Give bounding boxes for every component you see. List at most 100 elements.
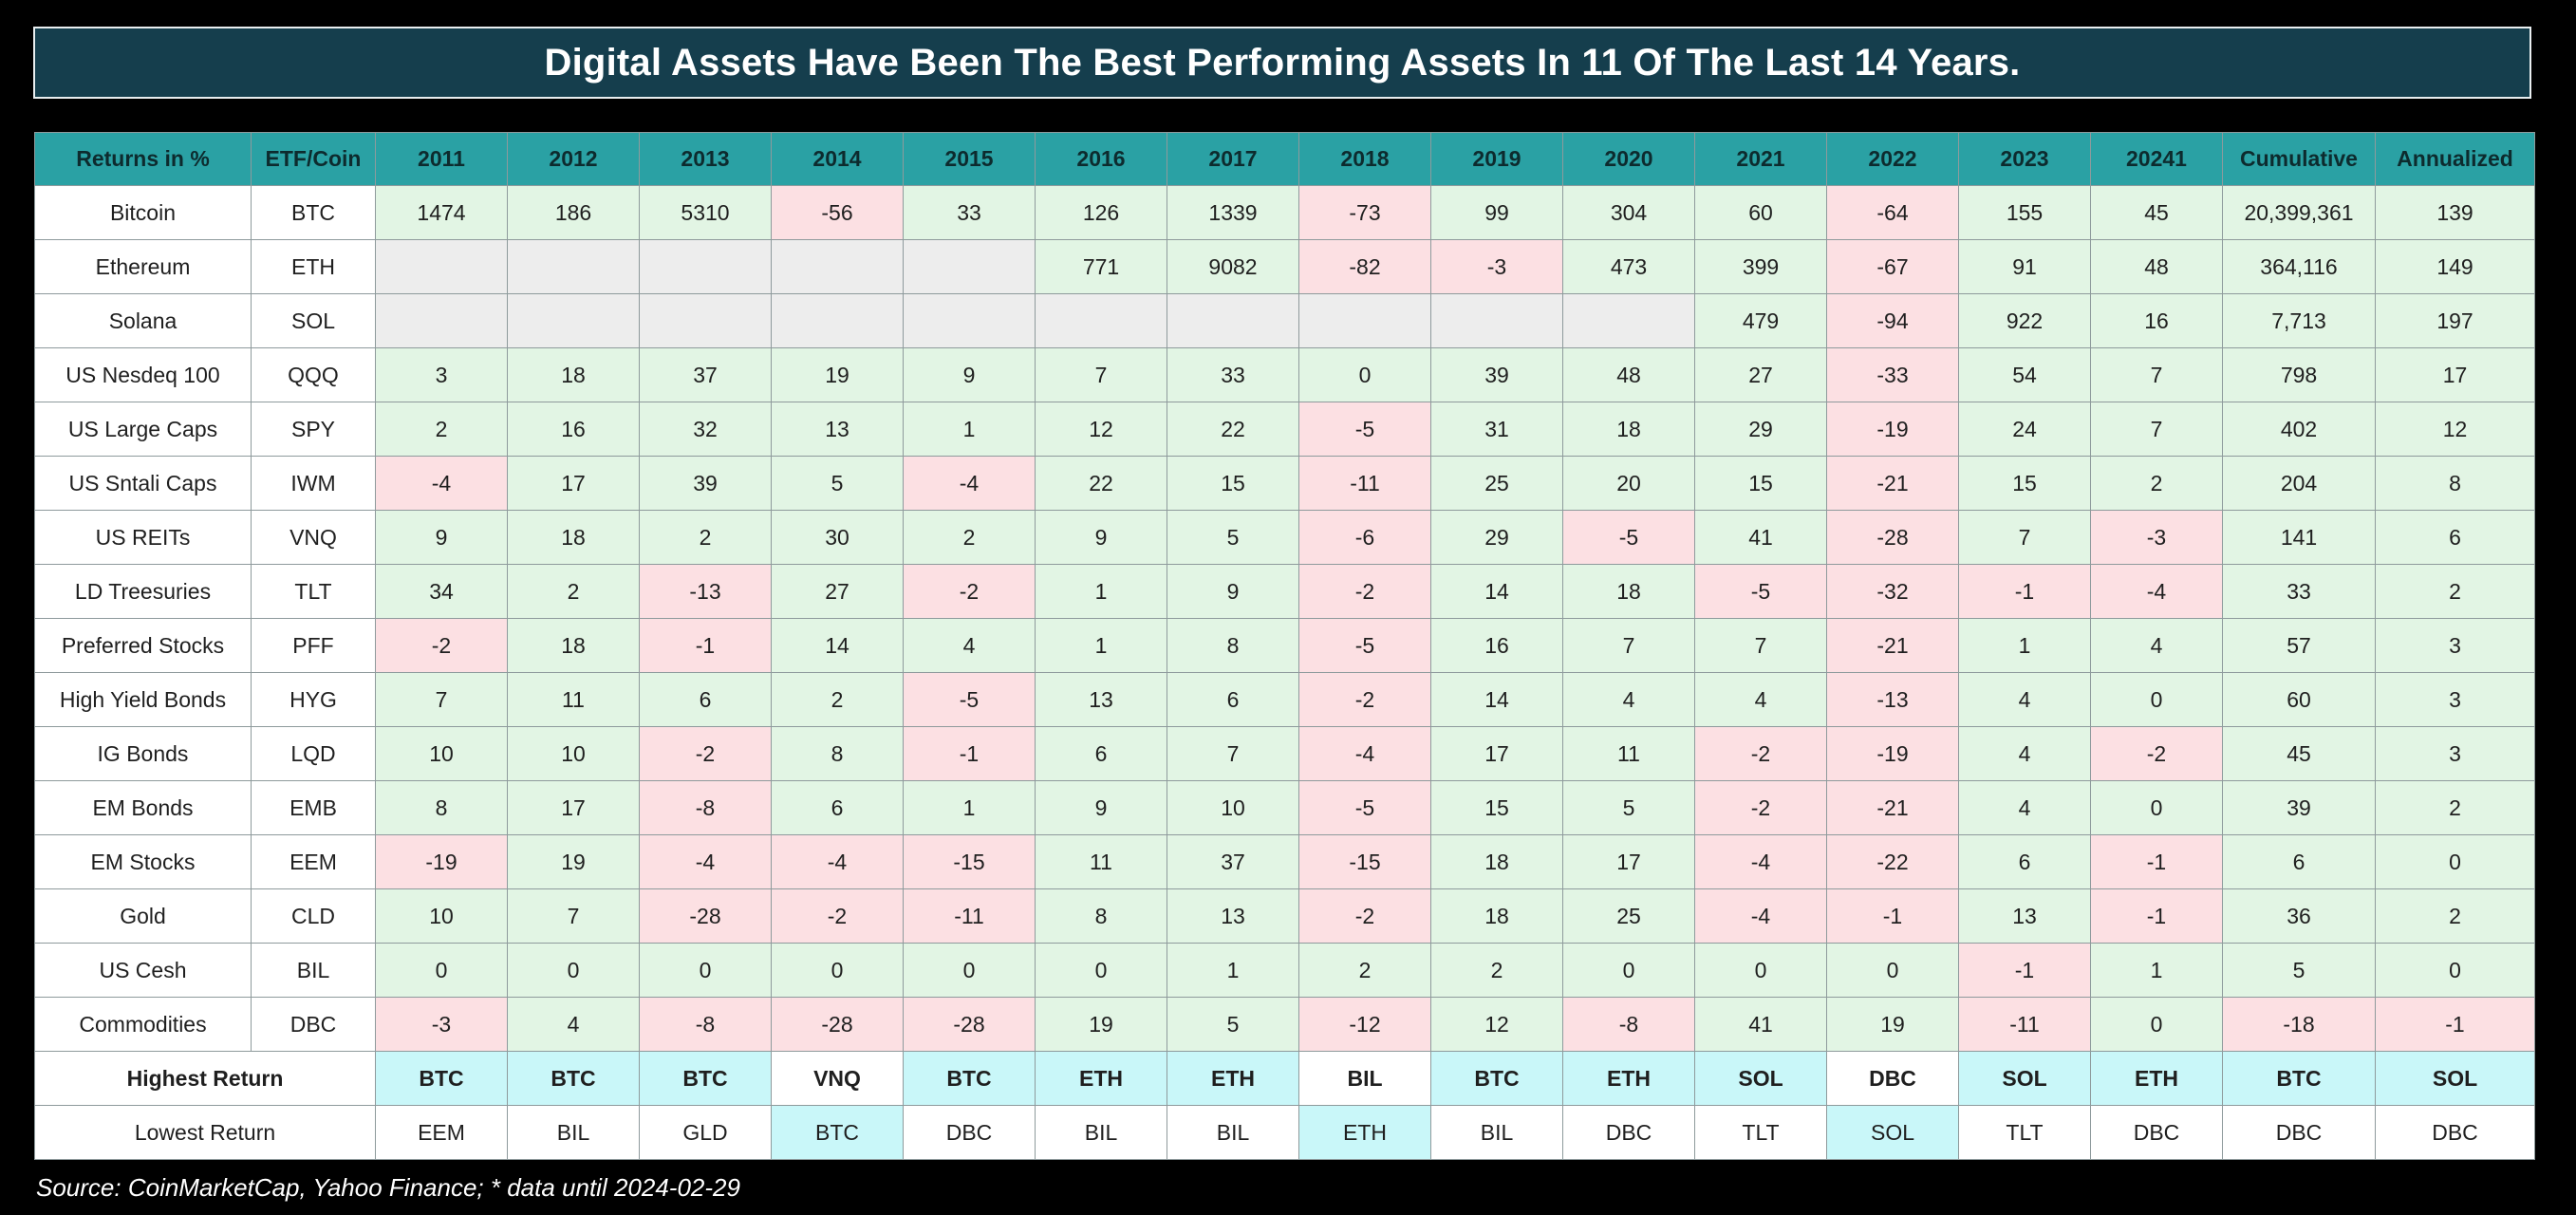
return-cell: -56 (771, 185, 904, 240)
asset-name: US REITs (34, 510, 252, 565)
column-header: 2017 (1167, 132, 1299, 186)
return-cell: -3 (1430, 239, 1563, 294)
column-header: 2021 (1694, 132, 1827, 186)
asset-ticker: VNQ (251, 510, 376, 565)
return-cell: 402 (2222, 402, 2376, 457)
column-header: Annualized (2375, 132, 2535, 186)
return-cell: 17 (507, 456, 640, 511)
return-cell: 99 (1430, 185, 1563, 240)
return-cell: -6 (1298, 510, 1431, 565)
return-cell: 6 (1958, 834, 2091, 889)
asset-ticker: TLT (251, 564, 376, 619)
return-cell: 29 (1694, 402, 1827, 457)
return-cell: -19 (375, 834, 508, 889)
table-row: Bitcoin BTC 1474 186 5310 -56 33 126 1339 -73 99 30… (34, 185, 2535, 240)
asset-ticker: HYG (251, 672, 376, 727)
empty-cell (507, 293, 640, 348)
return-cell: 60 (2222, 672, 2376, 727)
return-cell: 0 (375, 943, 508, 998)
highest-return-cell: BTC (903, 1051, 1036, 1106)
return-cell: 399 (1694, 239, 1827, 294)
return-cell: 7 (507, 888, 640, 944)
return-cell: 1 (1035, 564, 1167, 619)
return-cell: 304 (1562, 185, 1695, 240)
asset-ticker: EMB (251, 780, 376, 835)
return-cell: 4 (2090, 618, 2223, 673)
return-cell: -1 (2090, 888, 2223, 944)
return-cell: 2 (507, 564, 640, 619)
asset-name: US Sntali Caps (34, 456, 252, 511)
table-row: US Cesh BIL 0 0 0 0 0 0 1 2 2 0 0 0 -1 1 5 0 (34, 943, 2535, 998)
asset-name: Gold (34, 888, 252, 944)
return-cell: 9 (1167, 564, 1299, 619)
highest-return-cell: ETH (1562, 1051, 1695, 1106)
return-cell: 7 (1035, 347, 1167, 402)
return-cell: 22 (1035, 456, 1167, 511)
return-cell: 2 (375, 402, 508, 457)
return-cell: 14 (1430, 672, 1563, 727)
return-cell: -21 (1826, 618, 1959, 673)
return-cell: -5 (1562, 510, 1695, 565)
return-cell: 9 (903, 347, 1036, 402)
return-cell: -3 (2090, 510, 2223, 565)
return-cell: 9 (375, 510, 508, 565)
return-cell: -8 (639, 997, 772, 1052)
return-cell: 10 (375, 888, 508, 944)
chart-title: Digital Assets Have Been The Best Perfor… (33, 27, 2531, 99)
return-cell: 60 (1694, 185, 1827, 240)
return-cell: 54 (1958, 347, 2091, 402)
empty-cell (1035, 293, 1167, 348)
column-header: 2015 (903, 132, 1036, 186)
return-cell: 4 (1694, 672, 1827, 727)
return-cell: 37 (1167, 834, 1299, 889)
return-cell: 8 (771, 726, 904, 781)
asset-ticker: SOL (251, 293, 376, 348)
return-cell: 1 (1958, 618, 2091, 673)
return-cell: 6 (1167, 672, 1299, 727)
return-cell: 25 (1430, 456, 1563, 511)
return-cell: 155 (1958, 185, 2091, 240)
return-cell: 1339 (1167, 185, 1299, 240)
return-cell: 5 (1167, 997, 1299, 1052)
return-cell: 0 (507, 943, 640, 998)
return-cell: 2 (771, 672, 904, 727)
return-cell: -11 (1298, 456, 1431, 511)
return-cell: 34 (375, 564, 508, 619)
table-row: Solana SOL 479 -94 922 16 7,713 197 (34, 293, 2535, 348)
return-cell: 8 (1035, 888, 1167, 944)
return-cell: 13 (1167, 888, 1299, 944)
lowest-return-cell: EEM (375, 1105, 508, 1160)
return-cell: 15 (1167, 456, 1299, 511)
highest-return-cell: SOL (1958, 1051, 2091, 1106)
asset-name: EM Stocks (34, 834, 252, 889)
return-cell: 15 (1430, 780, 1563, 835)
empty-cell (1298, 293, 1431, 348)
empty-cell (375, 293, 508, 348)
return-cell: -28 (771, 997, 904, 1052)
return-cell: -19 (1826, 402, 1959, 457)
highest-return-cell: SOL (2375, 1051, 2535, 1106)
return-cell: 922 (1958, 293, 2091, 348)
return-cell: 2 (903, 510, 1036, 565)
return-cell: -2 (1298, 672, 1431, 727)
asset-ticker: ETH (251, 239, 376, 294)
return-cell: 39 (2222, 780, 2376, 835)
return-cell: 5310 (639, 185, 772, 240)
return-cell: 3 (2375, 672, 2535, 727)
return-cell: 6 (639, 672, 772, 727)
lowest-return-cell: DBC (1562, 1105, 1695, 1160)
return-cell: 0 (1298, 347, 1431, 402)
return-cell: 20 (1562, 456, 1695, 511)
return-cell: -15 (903, 834, 1036, 889)
return-cell: 15 (1958, 456, 2091, 511)
asset-name: US Nesdeq 100 (34, 347, 252, 402)
return-cell: -21 (1826, 456, 1959, 511)
return-cell: 18 (507, 347, 640, 402)
return-cell: 20,399,361 (2222, 185, 2376, 240)
return-cell: 4 (1958, 780, 2091, 835)
empty-cell (903, 293, 1036, 348)
return-cell: 2 (639, 510, 772, 565)
return-cell: 364,116 (2222, 239, 2376, 294)
return-cell: 10 (375, 726, 508, 781)
return-cell: -4 (639, 834, 772, 889)
